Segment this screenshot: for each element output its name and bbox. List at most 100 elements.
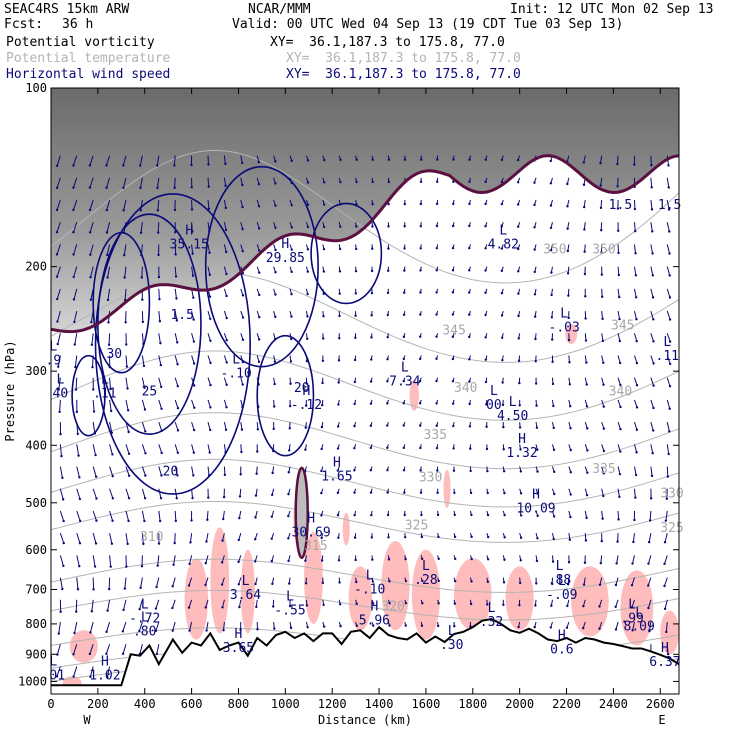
wind-vector-head — [240, 450, 243, 454]
extremum-value: .9 — [46, 353, 62, 368]
wind-vector-head — [617, 295, 621, 299]
wind-vector-head — [502, 581, 506, 584]
wind-vector-head — [668, 252, 671, 255]
wind-vector-head — [437, 535, 440, 539]
wind-vector-head — [336, 469, 340, 472]
wind-vector-head — [353, 469, 356, 472]
theta-label: 310 — [140, 530, 163, 545]
wind-vector-head — [106, 609, 109, 612]
wind-vector-head — [386, 513, 390, 517]
wind-vector-head — [141, 320, 145, 324]
wind-vector-head — [616, 162, 619, 166]
field-wind-name: Horizontal wind speed — [6, 67, 171, 82]
wind-vector — [158, 399, 163, 409]
wind-vector-head — [139, 164, 142, 167]
wind-vector-head — [93, 565, 97, 568]
wind-vector-head — [72, 186, 75, 189]
wind-vector — [206, 621, 209, 631]
wind-vector-head — [338, 270, 342, 273]
wind-vector-head — [193, 406, 196, 409]
pv-blob — [342, 512, 350, 546]
wind-vector-head — [88, 652, 92, 656]
wind-vector — [188, 577, 193, 586]
wind-vector — [633, 310, 637, 320]
wind-vector — [125, 355, 128, 367]
wind-vector — [59, 399, 61, 412]
wind-vector-head — [468, 291, 471, 294]
wind-vector — [223, 199, 227, 208]
wind-vector — [223, 288, 228, 297]
wind-vector — [58, 377, 61, 390]
extremum-type: L — [242, 574, 250, 589]
wind-vector-head — [635, 339, 638, 343]
wind-vector-head — [668, 407, 671, 410]
wind-vector-head — [72, 298, 76, 301]
wind-vector-head — [156, 209, 160, 212]
wind-vector-head — [549, 159, 552, 163]
wind-vector-head — [171, 585, 174, 588]
wind-vector-head — [420, 513, 423, 517]
y-tick-label: 1000 — [18, 674, 47, 688]
wind-vector-head — [95, 519, 98, 522]
fcst-value: 36 h — [62, 17, 94, 32]
extremum-value: 40 — [53, 387, 69, 402]
wind-vector — [191, 444, 195, 453]
extremum-value: -.10 — [220, 366, 251, 381]
wind-vector-head — [111, 474, 114, 478]
wind-vector-head — [635, 318, 638, 321]
wind-vector-head — [287, 471, 291, 474]
wind-vector-head — [240, 428, 244, 431]
wind-vector-head — [651, 429, 655, 432]
wind-vector-head — [204, 561, 207, 565]
extremum-type: H — [661, 641, 669, 656]
wind-vector-head — [209, 406, 212, 409]
wind-vector-head — [273, 627, 276, 630]
wind-vector-head — [518, 581, 522, 585]
x-tick-label: 2600 — [646, 697, 675, 711]
wind-vector-head — [258, 315, 261, 319]
wind-vector-head — [470, 580, 473, 583]
wind-vector-head — [60, 454, 63, 458]
wind-vector-head — [108, 365, 111, 369]
wind-vector-head — [289, 626, 293, 630]
wind-vector-head — [306, 270, 309, 273]
wind-vector — [666, 466, 669, 477]
pv-blob — [411, 549, 440, 640]
wind-vector-head — [404, 601, 408, 605]
wind-vector-head — [290, 248, 293, 251]
wind-vector-head — [72, 230, 75, 234]
extremum-type: L — [635, 606, 643, 621]
wind-vector — [125, 422, 130, 433]
wind-vector — [89, 222, 94, 233]
wind-vector-head — [354, 269, 358, 273]
theta-label: 325 — [405, 519, 428, 534]
wind-vector-head — [651, 230, 654, 233]
wind-vector-head — [667, 452, 670, 456]
wind-vector-head — [274, 226, 277, 230]
extremum-value: .11 — [93, 387, 116, 402]
wind-vector-head — [176, 406, 180, 410]
wind-vector-head — [635, 451, 638, 454]
wind-vector — [174, 488, 178, 499]
wind-vector-head — [225, 272, 228, 276]
wind-vector-head — [253, 560, 257, 563]
wind-vector-head — [421, 579, 424, 583]
axes: 0 200 400 600 800 1000 1200 1400 1600 1800 2000 220… — [18, 81, 679, 711]
wind-vector-head — [388, 580, 391, 583]
wind-vector-head — [125, 365, 129, 368]
wind-vector-head — [59, 432, 62, 436]
wind-vector-head — [142, 342, 145, 346]
wind-vector — [138, 621, 143, 632]
wind-vector-head — [371, 225, 374, 228]
wind-vector-head — [582, 604, 585, 608]
tropopause-line — [51, 154, 679, 334]
wind-vector-head — [287, 492, 290, 496]
wind-vector — [223, 422, 227, 430]
wind-vector — [617, 377, 621, 386]
wind-vector-head — [419, 180, 423, 184]
wind-vector-head — [452, 469, 456, 472]
wind-vector-head — [500, 158, 504, 162]
extremum-type: L — [286, 589, 294, 604]
wind-vector-head — [568, 538, 572, 541]
wind-vector-head — [355, 225, 358, 228]
